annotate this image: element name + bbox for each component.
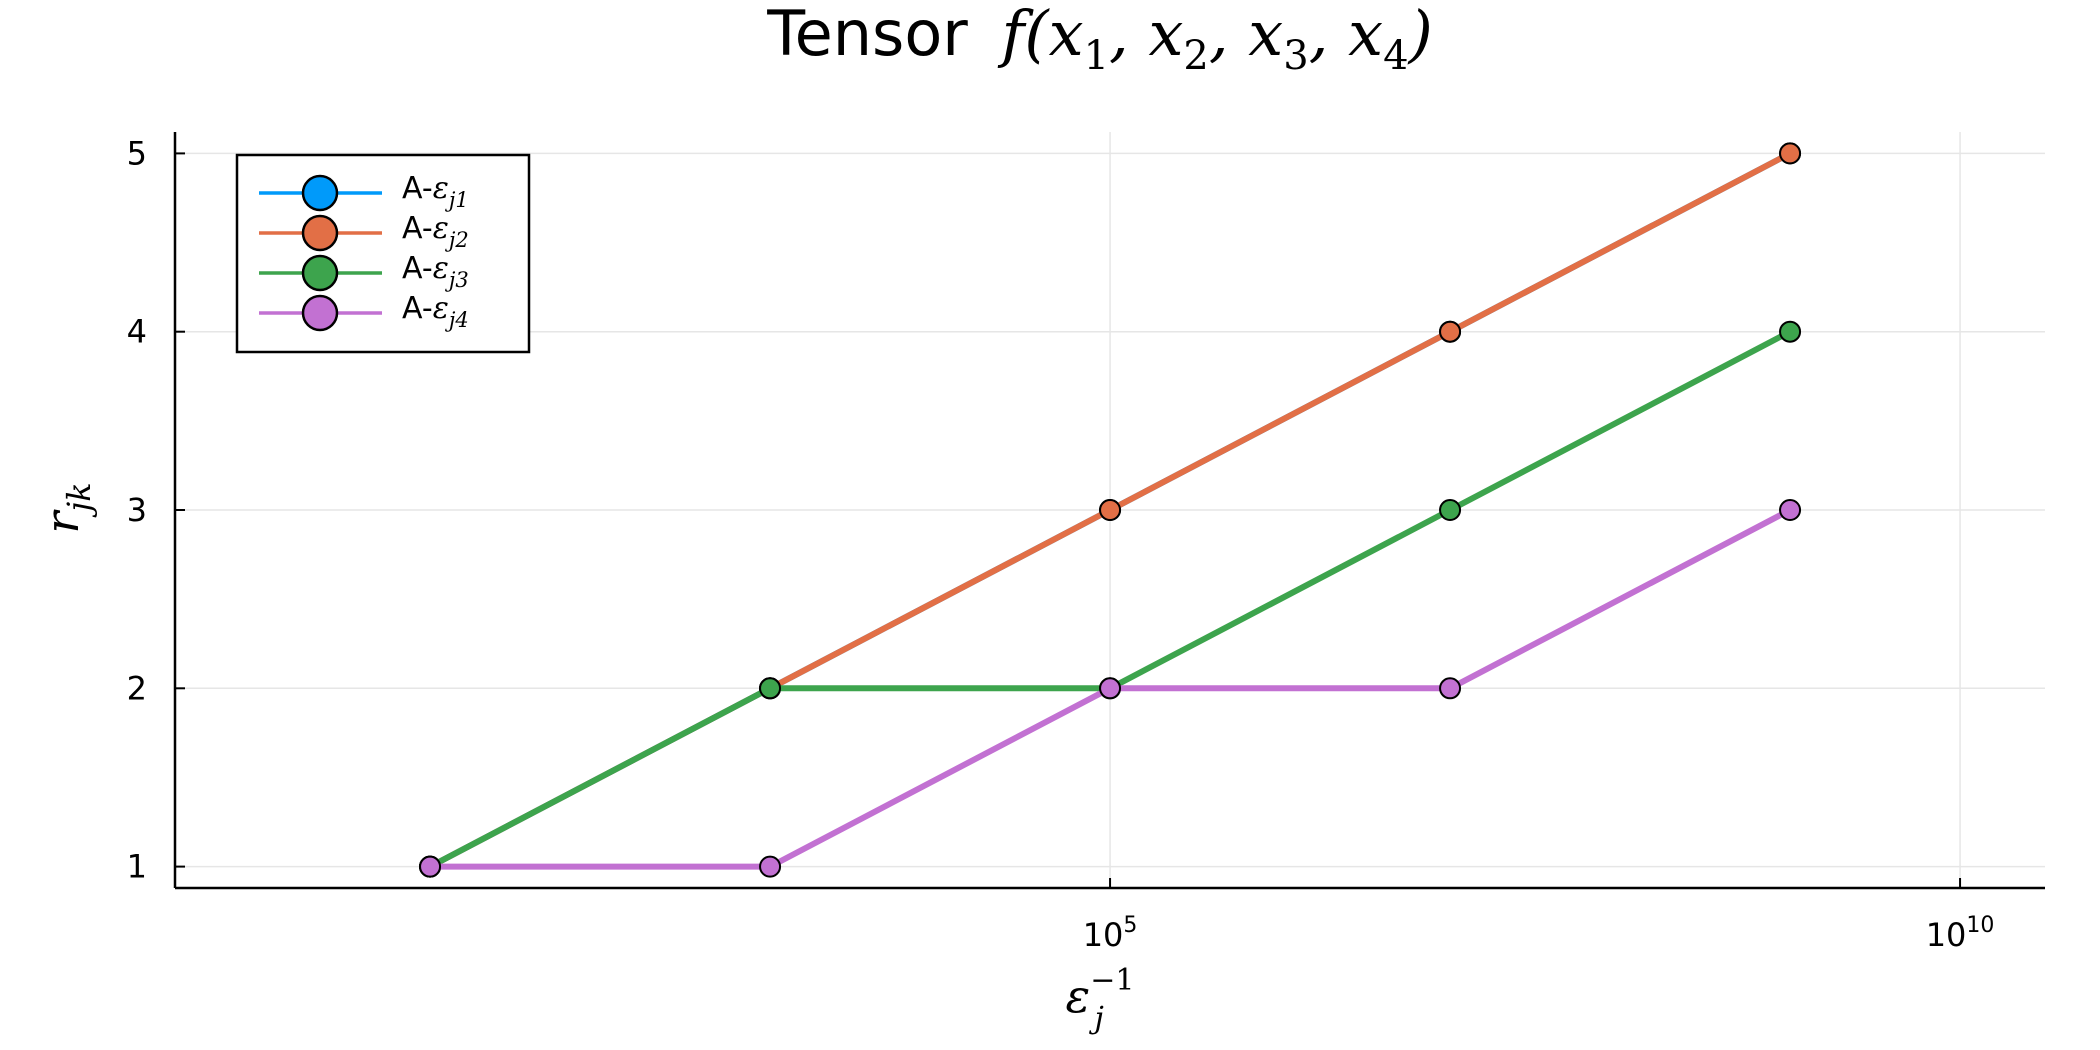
axes (173, 132, 2045, 890)
data-point (1099, 677, 1122, 700)
legend-label: A-εj2 (402, 211, 469, 252)
y-tick-label: 5 (127, 134, 147, 172)
data-point (419, 855, 442, 878)
title-subscript: 4 (1383, 33, 1408, 79)
legend-item-j2: A-εj2 (259, 211, 469, 252)
legend-box (235, 153, 531, 354)
y-label-sub: jk (60, 482, 98, 517)
legend-label: A-εj1 (402, 171, 469, 212)
x-tick-label: 105 (1083, 913, 1138, 954)
data-point (1439, 320, 1462, 343)
legend-label: A-εj3 (402, 251, 469, 292)
y-tick-label: 4 (127, 313, 147, 351)
x-label-sup: −1 (1090, 963, 1134, 998)
chart-title-prefix: Tensor (766, 0, 968, 70)
legend-item-j3: A-εj3 (259, 251, 469, 292)
chart-title: Tensor f(x1, x2, x3, x4) (766, 0, 1433, 79)
title-subscript: 3 (1283, 33, 1308, 79)
tick-labels: 1 2 3 4 5 105 1010 (127, 134, 1995, 954)
data-point (1439, 499, 1462, 521)
series-j4 (419, 499, 1802, 878)
legend-item-j4: A-εj4 (259, 291, 469, 332)
data-point (759, 855, 782, 878)
legend-marker (301, 294, 339, 332)
legend-marker (301, 174, 339, 212)
x-label-sub: j (1088, 1001, 1103, 1036)
x-axis-label: ε−1 j (1066, 963, 1135, 1036)
data-point (1099, 499, 1122, 521)
data-point (1779, 320, 1802, 343)
data-point (1779, 142, 1802, 165)
legend-marker (301, 254, 339, 292)
data-point (1439, 677, 1462, 700)
y-tick-label: 3 (127, 491, 147, 529)
y-axis-label: rjk (35, 482, 98, 533)
x-tick-label: 1010 (1926, 913, 1995, 954)
title-subscript: 2 (1183, 33, 1208, 79)
data-point (759, 677, 782, 700)
legend-marker (301, 214, 339, 252)
data-point (1779, 499, 1802, 521)
series-layer (419, 142, 1802, 878)
legend-item-j1: A-εj1 (259, 171, 469, 212)
y-tick-label: 1 (127, 848, 147, 886)
y-tick-label: 2 (127, 669, 147, 707)
title-subscript: 1 (1084, 33, 1109, 79)
legend-label: A-εj4 (402, 291, 469, 332)
